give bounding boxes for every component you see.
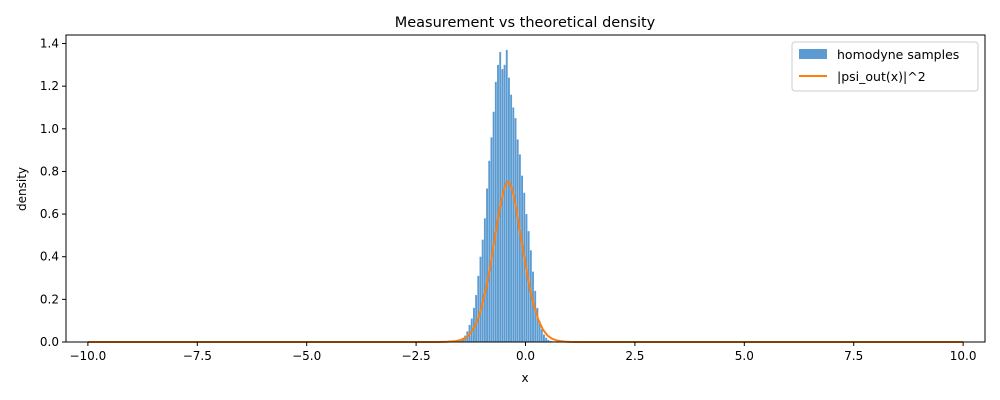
x-axis: −10.0 −7.5 −5.0 −2.5 0.0 2.5 5.0 7.5 10.0 bbox=[69, 342, 976, 363]
histogram-bar bbox=[472, 307, 475, 342]
histogram-bar bbox=[492, 111, 495, 342]
histogram-bar bbox=[540, 329, 543, 342]
y-tick-label: 0.0 bbox=[40, 335, 59, 349]
histogram-bar bbox=[543, 334, 545, 342]
plot-area bbox=[65, 34, 986, 343]
histogram-bar bbox=[516, 139, 519, 342]
histogram-bar bbox=[494, 81, 497, 343]
y-axis: 0.0 0.2 0.4 0.6 0.8 1.0 1.2 1.4 bbox=[40, 37, 66, 349]
histogram-bar bbox=[490, 137, 493, 342]
histogram-bar bbox=[510, 94, 513, 342]
histogram-bar bbox=[483, 218, 486, 342]
histogram-bar bbox=[512, 107, 515, 343]
y-tick-label: 1.2 bbox=[40, 79, 59, 93]
histogram-bar bbox=[497, 64, 499, 342]
histogram-bar bbox=[538, 320, 541, 342]
histogram-bar bbox=[523, 192, 526, 342]
y-tick-label: 1.4 bbox=[40, 37, 59, 51]
legend-swatch-histogram bbox=[799, 49, 827, 59]
histogram-bar bbox=[505, 49, 508, 343]
chart-title: Measurement vs theoretical density bbox=[395, 15, 656, 31]
histogram-bar bbox=[477, 275, 480, 342]
density-line bbox=[87, 180, 964, 343]
x-tick-label: −7.5 bbox=[183, 349, 212, 363]
x-axis-label: x bbox=[521, 371, 528, 385]
x-tick-label: 7.5 bbox=[844, 349, 863, 363]
histogram-bar bbox=[501, 69, 504, 343]
histogram-bar bbox=[525, 214, 528, 342]
legend: homodyne samples |psi_out(x)|^2 bbox=[791, 41, 979, 92]
y-axis-label: density bbox=[15, 167, 29, 211]
legend-box bbox=[791, 41, 979, 92]
histogram-bar bbox=[479, 256, 482, 342]
histogram-bar bbox=[488, 160, 491, 342]
histogram-bar bbox=[481, 239, 484, 342]
histogram-bar bbox=[503, 64, 506, 342]
x-tick-label: 2.5 bbox=[625, 349, 644, 363]
x-tick-label: −5.0 bbox=[292, 349, 321, 363]
histogram-bar bbox=[545, 337, 548, 342]
histogram-bar bbox=[499, 52, 502, 343]
x-tick-label: 0.0 bbox=[516, 349, 535, 363]
histogram-bar bbox=[532, 271, 534, 342]
histogram-bar bbox=[475, 295, 478, 342]
histogram-bar bbox=[549, 340, 552, 342]
x-tick-label: 10.0 bbox=[950, 349, 977, 363]
x-tick-label: 5.0 bbox=[735, 349, 754, 363]
y-tick-label: 1.0 bbox=[40, 122, 59, 136]
histogram-bar bbox=[521, 175, 524, 342]
histogram-bar bbox=[547, 339, 550, 342]
y-tick-label: 0.2 bbox=[40, 292, 59, 306]
x-tick-label: −2.5 bbox=[402, 349, 431, 363]
legend-label-line: |psi_out(x)|^2 bbox=[837, 69, 926, 84]
histogram-bar bbox=[514, 118, 517, 343]
y-tick-label: 0.8 bbox=[40, 164, 59, 178]
y-tick-label: 0.6 bbox=[40, 207, 59, 221]
x-tick-label: −10.0 bbox=[69, 349, 106, 363]
histogram-bar bbox=[486, 188, 488, 342]
histogram-bar bbox=[536, 307, 539, 342]
histogram-bars bbox=[457, 49, 554, 343]
y-tick-label: 0.4 bbox=[40, 250, 59, 264]
histogram-bar bbox=[518, 154, 521, 342]
histogram-bar bbox=[534, 290, 537, 342]
legend-label-histogram: homodyne samples bbox=[837, 47, 959, 62]
histogram-bar bbox=[508, 77, 510, 342]
